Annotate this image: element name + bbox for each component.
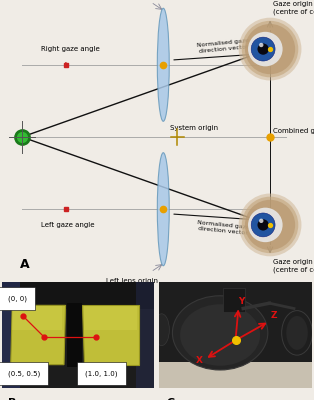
Text: Left lens origin
[0, 0, 0]: Left lens origin [0, 0, 0] <box>106 278 158 292</box>
Bar <box>223 288 245 312</box>
Text: Z: Z <box>271 311 277 320</box>
Text: Gaze origin
(centre of cornea sphere): Gaze origin (centre of cornea sphere) <box>273 1 314 14</box>
Bar <box>136 282 154 388</box>
Circle shape <box>251 37 275 61</box>
Bar <box>2 282 154 308</box>
Ellipse shape <box>286 316 308 350</box>
Text: Normalised gaze
direction vector: Normalised gaze direction vector <box>196 38 250 54</box>
Circle shape <box>242 21 298 77</box>
Text: Y: Y <box>239 297 245 306</box>
Bar <box>159 362 312 388</box>
Text: B: B <box>8 398 16 400</box>
Circle shape <box>259 219 263 223</box>
Ellipse shape <box>282 311 312 355</box>
Bar <box>67 303 82 367</box>
Text: A: A <box>20 258 30 271</box>
Bar <box>2 282 20 388</box>
Ellipse shape <box>180 304 260 366</box>
Ellipse shape <box>172 296 268 370</box>
Text: X: X <box>196 356 203 364</box>
Circle shape <box>259 43 263 47</box>
Text: Combined gaze origin: Combined gaze origin <box>273 128 314 134</box>
Circle shape <box>245 200 295 250</box>
Text: (0, 0): (0, 0) <box>8 295 27 302</box>
Circle shape <box>245 24 295 74</box>
Text: Normalised gaze
direction vector: Normalised gaze direction vector <box>196 220 250 236</box>
Ellipse shape <box>157 8 169 121</box>
Text: (1.0, 1.0): (1.0, 1.0) <box>85 370 118 377</box>
Polygon shape <box>82 305 139 365</box>
Circle shape <box>257 44 269 55</box>
Circle shape <box>251 213 275 237</box>
Text: (0.5, 0.5): (0.5, 0.5) <box>8 370 40 377</box>
Bar <box>84 306 137 330</box>
Circle shape <box>257 219 269 230</box>
Polygon shape <box>11 305 66 365</box>
Text: C: C <box>166 398 174 400</box>
Circle shape <box>248 32 283 66</box>
Ellipse shape <box>157 153 169 266</box>
Circle shape <box>239 194 301 256</box>
Text: Right gaze angle: Right gaze angle <box>41 46 100 52</box>
Bar <box>12 306 62 330</box>
Text: Gaze origin
(centre of cornea sphere): Gaze origin (centre of cornea sphere) <box>273 260 314 273</box>
Circle shape <box>248 208 283 242</box>
Text: System origin: System origin <box>170 125 218 131</box>
Circle shape <box>242 197 298 253</box>
Ellipse shape <box>154 314 169 346</box>
Circle shape <box>239 18 301 80</box>
Text: Left gaze angle: Left gaze angle <box>41 222 94 228</box>
